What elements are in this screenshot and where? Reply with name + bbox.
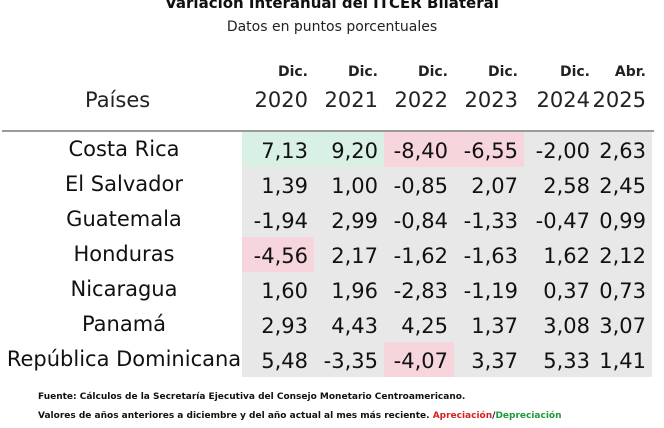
- value-cell: 1,96: [314, 272, 384, 307]
- value-cell: 1,00: [314, 167, 384, 202]
- column-header-month: Dic.: [487, 64, 518, 80]
- footer-source: Fuente: Cálculos de la Secretaría Ejecut…: [38, 392, 466, 402]
- value-cell: -1,33: [454, 202, 524, 237]
- value-cell: 2,07: [454, 167, 524, 202]
- value-cell: -6,55: [454, 132, 524, 167]
- value-cell: 5,33: [524, 342, 596, 377]
- value-cell: -0,47: [524, 202, 596, 237]
- value-cell: 0,37: [524, 272, 596, 307]
- table-row: Panamá 2,93 4,43 4,25 1,37 3,08 3,07: [2, 307, 654, 342]
- value-cell: -1,19: [454, 272, 524, 307]
- value-cell: 3,37: [454, 342, 524, 377]
- header-divider: [2, 130, 654, 132]
- value-cell: 2,45: [596, 167, 652, 202]
- value-cell: 4,25: [384, 307, 454, 342]
- value-cell: -1,94: [242, 202, 314, 237]
- value-cell: 1,37: [454, 307, 524, 342]
- value-cell: 1,41: [596, 342, 652, 377]
- value-cell: 2,93: [242, 307, 314, 342]
- header-countries: Países: [85, 88, 151, 112]
- country-name: Guatemala: [2, 202, 246, 237]
- value-cell: 2,99: [314, 202, 384, 237]
- column-header-month: Dic.: [347, 64, 378, 80]
- value-cell: 3,07: [596, 307, 652, 342]
- value-cell: -8,40: [384, 132, 454, 167]
- value-cell: 2,58: [524, 167, 596, 202]
- table-title: Variación Interanual del ITCER Bilateral: [165, 0, 499, 12]
- table-row: Nicaragua 1,60 1,96 -2,83 -1,19 0,37 0,73: [2, 272, 654, 307]
- value-cell: 1,39: [242, 167, 314, 202]
- country-name: Panamá: [2, 307, 246, 342]
- value-cell: 0,73: [596, 272, 652, 307]
- footer-note: Valores de años anteriores a diciembre y…: [38, 411, 562, 421]
- table-subtitle: Datos en puntos porcentuales: [226, 19, 438, 35]
- table-row: El Salvador 1,39 1,00 -0,85 2,07 2,58 2,45: [2, 167, 654, 202]
- appreciation-label: Apreciación: [432, 411, 493, 421]
- column-header-year: 2021: [324, 88, 378, 112]
- value-cell: 2,17: [314, 237, 384, 272]
- table-row: Costa Rica 7,13 9,20 -8,40 -6,55 -2,00 2,63: [2, 132, 654, 167]
- value-cell: 4,43: [314, 307, 384, 342]
- value-cell: 1,60: [242, 272, 314, 307]
- country-name: República Dominicana: [2, 342, 246, 377]
- column-header-month: Abr.: [614, 64, 646, 80]
- value-cell: 0,99: [596, 202, 652, 237]
- table-row: República Dominicana 5,48 -3,35 -4,07 3,37 5,…: [2, 342, 654, 377]
- legend-separator: /: [492, 411, 496, 421]
- value-cell: 5,48: [242, 342, 314, 377]
- country-name: Honduras: [2, 237, 246, 272]
- value-cell: -4,56: [242, 237, 314, 272]
- value-cell: -0,84: [384, 202, 454, 237]
- column-header-month: Dic.: [559, 64, 590, 80]
- value-cell: -2,00: [524, 132, 596, 167]
- value-cell: 9,20: [314, 132, 384, 167]
- footer-note-text: Valores de años anteriores a diciembre y…: [38, 411, 430, 421]
- country-name: El Salvador: [2, 167, 246, 202]
- column-header-year: 2022: [394, 88, 448, 112]
- value-cell: -3,35: [314, 342, 384, 377]
- country-name: Nicaragua: [2, 272, 246, 307]
- value-cell: 2,12: [596, 237, 652, 272]
- country-name: Costa Rica: [2, 132, 246, 167]
- value-cell: -4,07: [384, 342, 454, 377]
- value-cell: -2,83: [384, 272, 454, 307]
- value-cell: 3,08: [524, 307, 596, 342]
- column-header-year: 2025: [592, 88, 646, 112]
- table-row: Guatemala -1,94 2,99 -0,84 -1,33 -0,47 0,99: [2, 202, 654, 237]
- value-cell: -1,62: [384, 237, 454, 272]
- value-cell: -1,63: [454, 237, 524, 272]
- column-header-year: 2020: [254, 88, 308, 112]
- column-header-year: 2023: [464, 88, 518, 112]
- value-cell: 7,13: [242, 132, 314, 167]
- table-row: Honduras -4,56 2,17 -1,62 -1,63 1,62 2,12: [2, 237, 654, 272]
- column-header-month: Dic.: [277, 64, 308, 80]
- depreciation-label: Depreciación: [495, 411, 562, 421]
- value-cell: 2,63: [596, 132, 652, 167]
- value-cell: -0,85: [384, 167, 454, 202]
- column-header-month: Dic.: [417, 64, 448, 80]
- column-header-year: 2024: [536, 88, 590, 112]
- value-cell: 1,62: [524, 237, 596, 272]
